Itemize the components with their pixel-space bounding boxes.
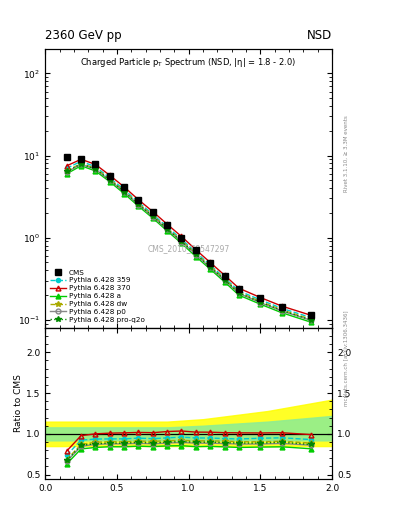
- Text: Rivet 3.1.10, ≥ 3.3M events: Rivet 3.1.10, ≥ 3.3M events: [344, 115, 349, 192]
- Text: Charged Particle $\mathregular{p_T}$ Spectrum (NSD, $\mathregular{|\eta|}$ = 1.8: Charged Particle $\mathregular{p_T}$ Spe…: [81, 56, 297, 69]
- Text: CMS_2010_S8547297: CMS_2010_S8547297: [147, 244, 230, 253]
- Legend: CMS, Pythia 6.428 359, Pythia 6.428 370, Pythia 6.428 a, Pythia 6.428 dw, Pythia: CMS, Pythia 6.428 359, Pythia 6.428 370,…: [49, 268, 146, 324]
- Y-axis label: Ratio to CMS: Ratio to CMS: [14, 374, 23, 432]
- Text: mcplots.cern.ch [arXiv:1306.3436]: mcplots.cern.ch [arXiv:1306.3436]: [344, 311, 349, 406]
- Text: 2360 GeV pp: 2360 GeV pp: [45, 29, 122, 41]
- Text: NSD: NSD: [307, 29, 332, 41]
